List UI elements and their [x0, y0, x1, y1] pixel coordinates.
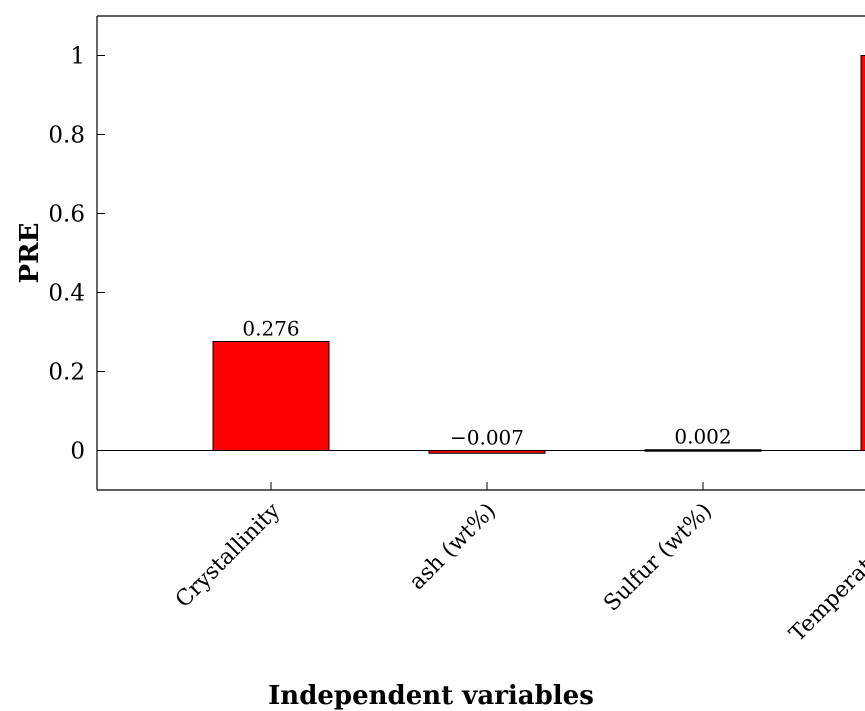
ticks-group: 0 0.2 0.4 0.6 0.8 1 Crystallinity ash (wt%) Sulf…	[48, 44, 865, 647]
bar-0	[212, 340, 330, 452]
y-tick-label: 0.6	[48, 202, 85, 228]
x-tick-label: Crystallinity	[171, 498, 286, 613]
y-tick-label: 1	[70, 44, 85, 70]
x-tick-label: ash (wt%)	[405, 499, 501, 595]
data-label: 0.276	[242, 316, 299, 340]
bar-3	[860, 55, 865, 451]
x-axis-title: Independent variables	[268, 681, 594, 711]
y-tick-label: 0.2	[48, 360, 85, 386]
y-tick-label: 0.4	[48, 281, 85, 307]
x-tick-label: Temperature (K)	[785, 499, 865, 647]
y-tick-label: 0.8	[48, 123, 85, 149]
y-tick-label: 0	[70, 439, 85, 465]
data-label: −0.007	[450, 426, 524, 450]
bars-group	[212, 55, 865, 454]
data-label: 0.002	[674, 425, 731, 449]
axes-group	[96, 15, 865, 491]
y-axis-title: PRE	[15, 223, 45, 284]
x-tick-label: Sulfur (wt%)	[599, 499, 717, 617]
